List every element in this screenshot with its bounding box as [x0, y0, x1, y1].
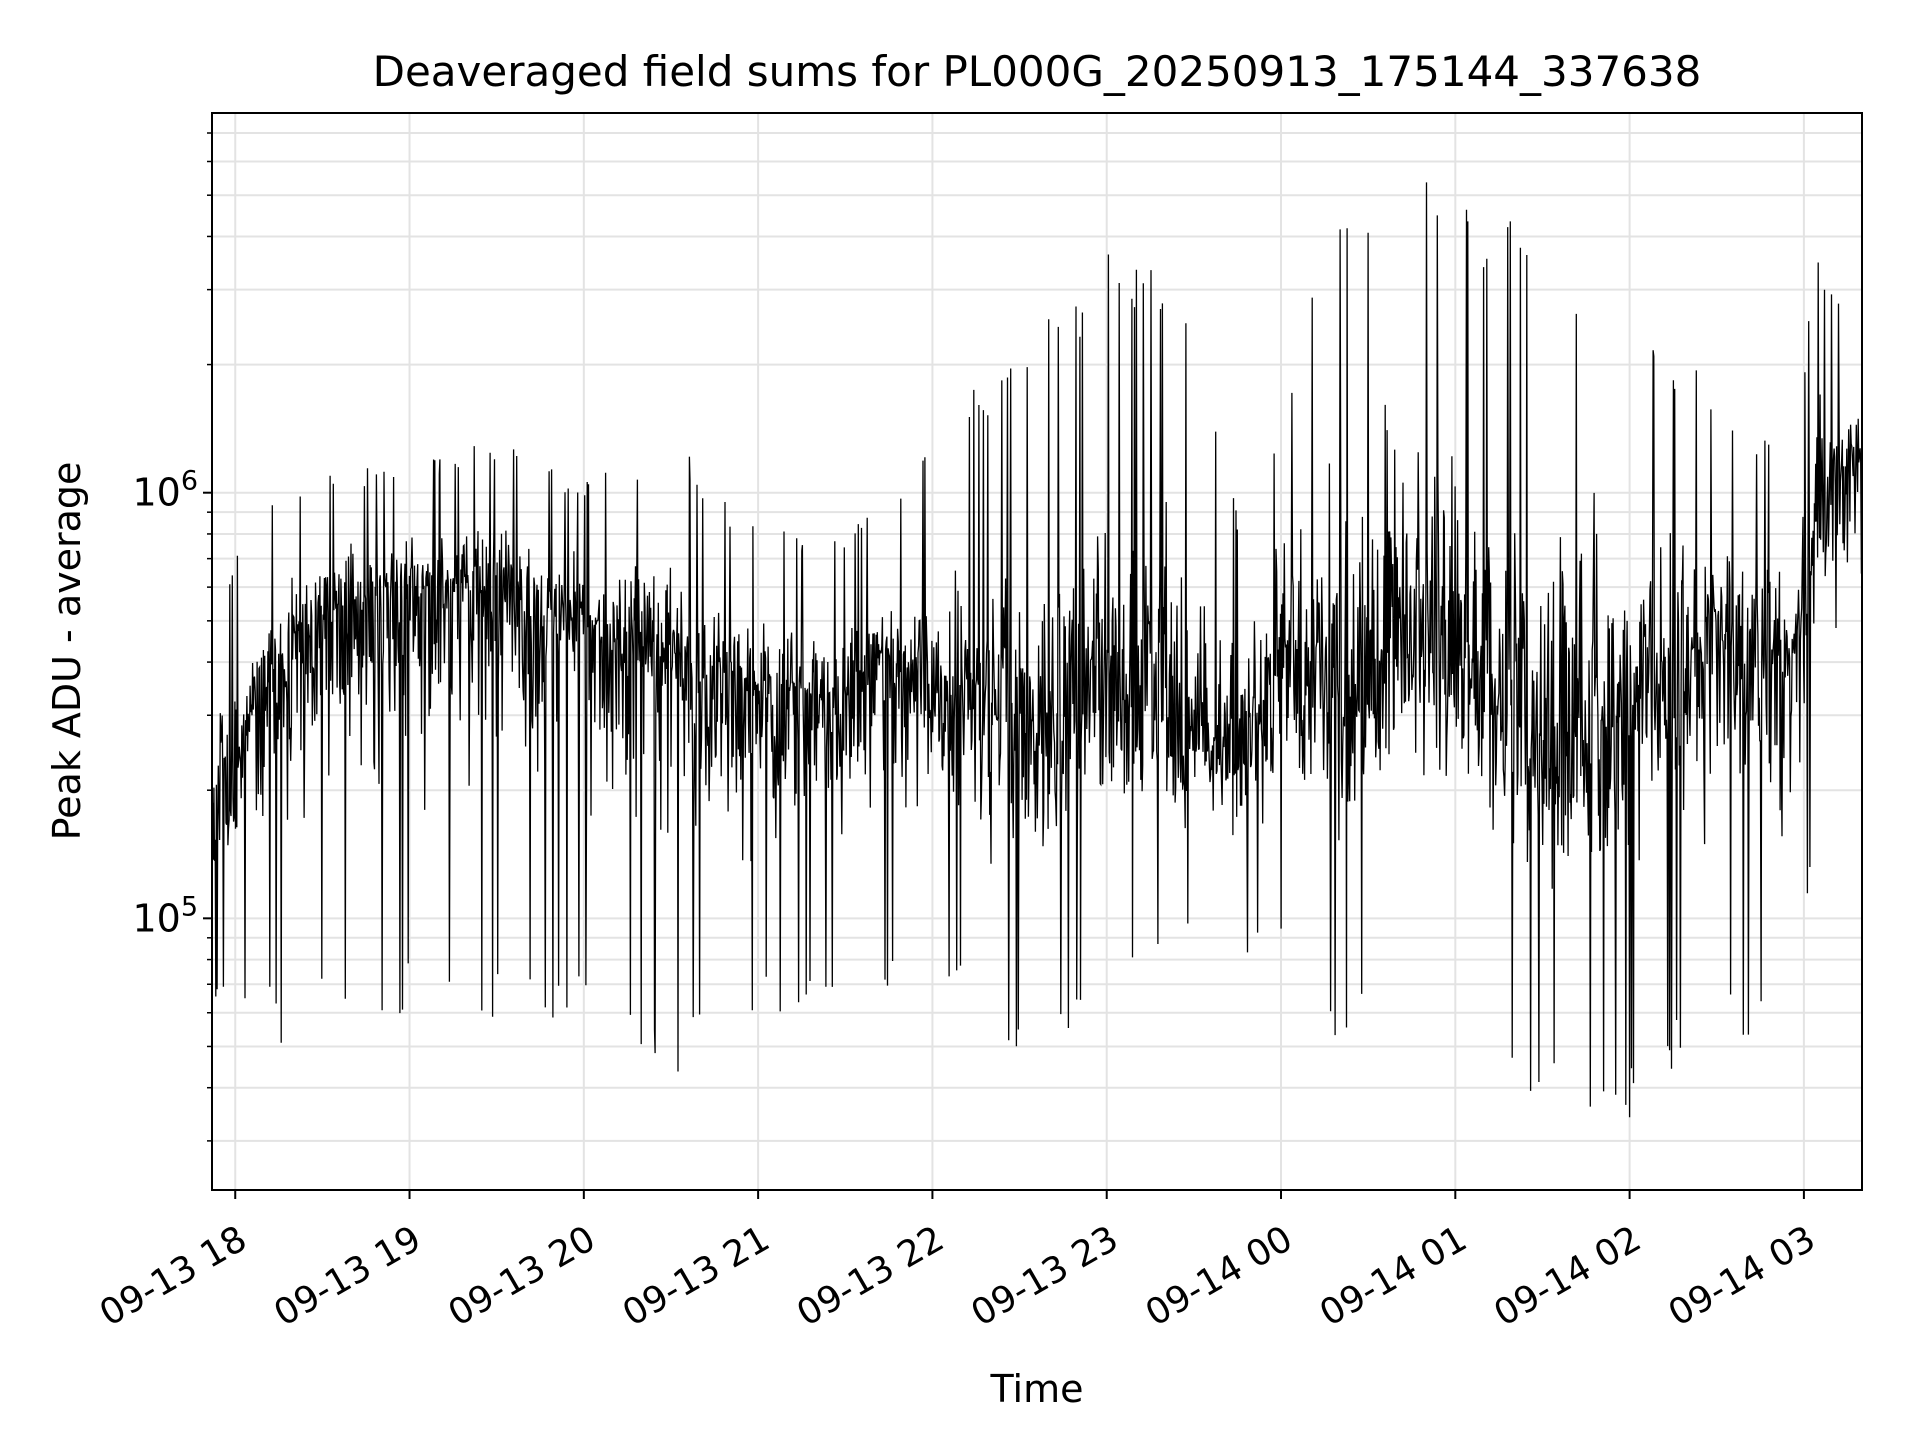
y-tick-label-exponent: 6	[181, 466, 198, 497]
chart-title: Deaveraged field sums for PL000G_2025091…	[373, 47, 1702, 96]
series-polyline	[211, 182, 1863, 1118]
series-line	[211, 182, 1863, 1118]
y-tick-label-base: 10	[132, 471, 180, 515]
x-axis-label: Time	[990, 1367, 1084, 1411]
y-tick-label-exponent: 5	[181, 891, 198, 922]
y-tick-label-base: 10	[132, 896, 180, 940]
grid	[212, 113, 1862, 1190]
y-axis-label: Peak ADU - average	[45, 462, 89, 841]
y-tick-label: 106	[132, 466, 198, 515]
plot-frame	[211, 112, 1863, 1191]
y-tick-label: 105	[132, 891, 198, 940]
